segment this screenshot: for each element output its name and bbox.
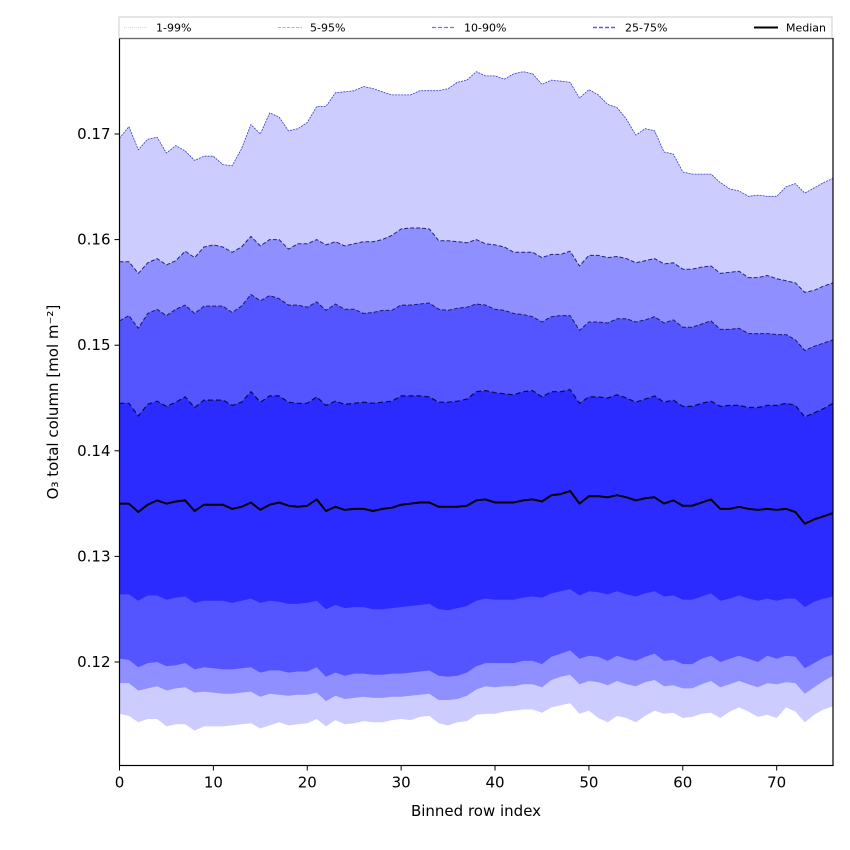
x-tick-label: 60: [673, 774, 692, 792]
legend-box: [118, 16, 833, 39]
x-axis: 0 10 20 30 40 50 60 70: [115, 765, 786, 792]
legend-label: Median: [786, 22, 826, 35]
line-p75: [119, 389, 834, 418]
y-axis: 0.12 0.13 0.14 0.15 0.16 0.17: [77, 125, 120, 671]
legend-label: 5-95%: [310, 22, 345, 35]
y-axis-label: O₃ total column [mol m⁻²]: [44, 305, 62, 500]
x-tick-label: 10: [204, 774, 223, 792]
x-tick-label: 70: [767, 774, 786, 792]
y-tick-label: 0.16: [77, 231, 110, 249]
y-tick-label: 0.17: [77, 125, 110, 143]
x-axis-label: Binned row index: [411, 802, 541, 820]
legend: 1-99% 5-95% 10-90% 25-75% Median: [118, 16, 833, 39]
line-p99: [119, 71, 834, 197]
x-tick-label: 30: [392, 774, 411, 792]
x-tick-label: 40: [485, 774, 504, 792]
y-tick-label: 0.15: [77, 336, 110, 354]
x-tick-label: 50: [579, 774, 598, 792]
legend-label: 1-99%: [156, 22, 191, 35]
line-p95: [119, 227, 834, 293]
x-tick-label: 20: [298, 774, 317, 792]
legend-label: 25-75%: [625, 22, 667, 35]
x-tick-label: 0: [115, 774, 125, 792]
line-median: [119, 489, 834, 525]
legend-label: 10-90%: [464, 22, 506, 35]
bands-layer: [119, 71, 833, 731]
lines-layer: [119, 71, 834, 525]
y-tick-label: 0.14: [77, 442, 110, 460]
y-tick-label: 0.13: [77, 547, 110, 565]
y-tick-label: 0.12: [77, 653, 110, 671]
